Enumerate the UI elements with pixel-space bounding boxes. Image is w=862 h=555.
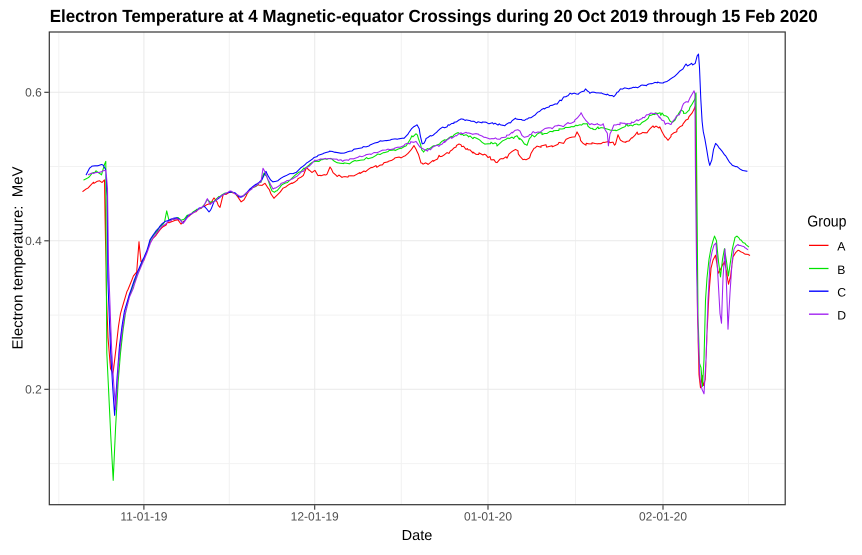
svg-text:C: C bbox=[837, 286, 846, 300]
svg-text:11-01-19: 11-01-19 bbox=[120, 510, 167, 524]
svg-text:0.6: 0.6 bbox=[25, 86, 42, 100]
svg-text:D: D bbox=[837, 309, 846, 323]
svg-text:Date: Date bbox=[402, 528, 433, 544]
svg-text:Group: Group bbox=[807, 213, 846, 230]
svg-text:02-01-20: 02-01-20 bbox=[639, 510, 687, 524]
svg-text:12-01-19: 12-01-19 bbox=[291, 510, 339, 524]
svg-text:01-01-20: 01-01-20 bbox=[464, 510, 512, 524]
svg-text:A: A bbox=[837, 240, 846, 254]
svg-text:0.4: 0.4 bbox=[25, 234, 42, 248]
svg-text:Electron temperature: MeV: Electron temperature: MeV bbox=[11, 166, 27, 349]
svg-text:Electron Temperature at 4 Magn: Electron Temperature at 4 Magnetic-equat… bbox=[50, 6, 818, 26]
svg-text:B: B bbox=[837, 263, 845, 277]
svg-text:0.2: 0.2 bbox=[25, 383, 42, 397]
